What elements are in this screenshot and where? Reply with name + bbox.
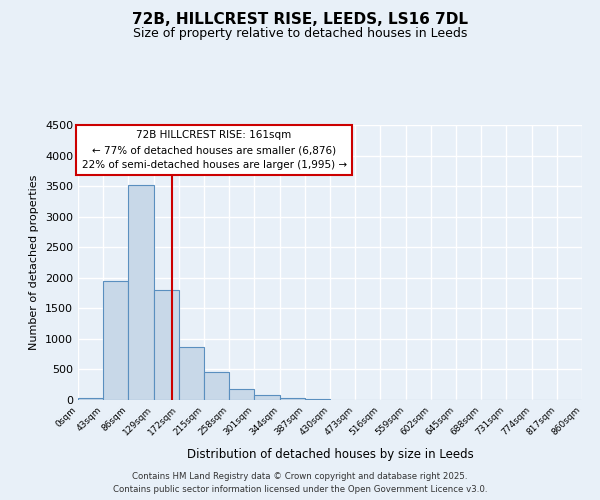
Bar <box>103 281 128 400</box>
Bar <box>154 290 179 400</box>
Bar <box>204 372 229 400</box>
Bar <box>229 390 254 400</box>
Y-axis label: Number of detached properties: Number of detached properties <box>29 175 40 350</box>
Text: 72B, HILLCREST RISE, LEEDS, LS16 7DL: 72B, HILLCREST RISE, LEEDS, LS16 7DL <box>132 12 468 28</box>
Bar <box>179 348 204 400</box>
X-axis label: Distribution of detached houses by size in Leeds: Distribution of detached houses by size … <box>187 448 473 461</box>
Text: Contains HM Land Registry data © Crown copyright and database right 2025.: Contains HM Land Registry data © Crown c… <box>132 472 468 481</box>
Bar <box>78 398 103 400</box>
Bar <box>254 394 280 400</box>
Text: Contains public sector information licensed under the Open Government Licence v3: Contains public sector information licen… <box>113 485 487 494</box>
Bar <box>280 398 305 400</box>
Bar <box>128 185 154 400</box>
Text: Size of property relative to detached houses in Leeds: Size of property relative to detached ho… <box>133 28 467 40</box>
Text: 72B HILLCREST RISE: 161sqm
← 77% of detached houses are smaller (6,876)
22% of s: 72B HILLCREST RISE: 161sqm ← 77% of deta… <box>82 130 347 170</box>
